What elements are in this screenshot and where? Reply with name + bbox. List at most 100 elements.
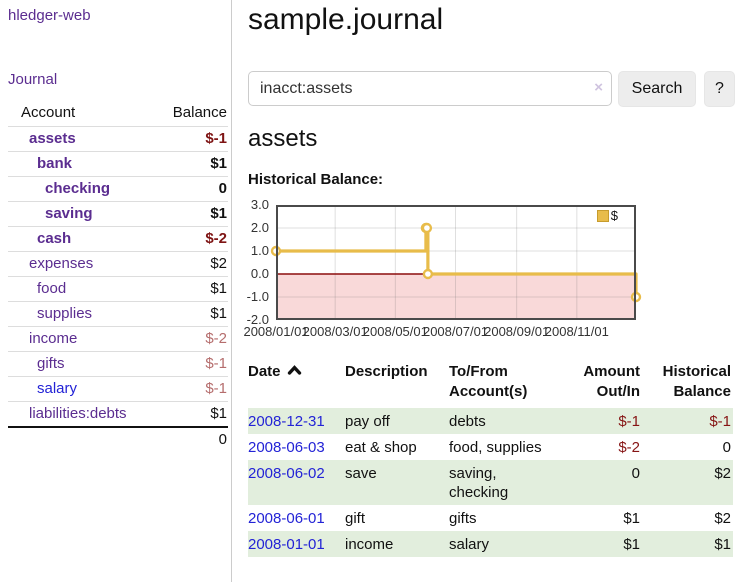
- register-header-amount[interactable]: Amount Out/In: [583, 363, 640, 400]
- transaction-balance: $1: [714, 536, 731, 553]
- transaction-row: 2008-06-03 eat & shop food, supplies $-2 0: [248, 434, 733, 460]
- y-axis-tick-label: 0.0: [250, 266, 269, 281]
- transaction-accounts: saving, checking: [449, 465, 509, 501]
- legend-label: $: [610, 208, 618, 223]
- account-row: expenses $2: [8, 251, 228, 277]
- chart-legend: $: [595, 208, 619, 223]
- transaction-amount: $-2: [618, 439, 640, 456]
- x-axis-tick-label: 2008/05/01: [362, 324, 428, 339]
- account-row: cash $-2: [8, 226, 228, 252]
- transaction-balance: $2: [714, 510, 731, 527]
- accounts-table: Account Balance assets $-1 bank $1 checking 0…: [8, 102, 228, 452]
- page-title: sample.journal: [248, 3, 444, 36]
- account-balance: 0: [158, 176, 228, 202]
- help-button[interactable]: ?: [704, 71, 735, 107]
- account-row: liabilities:debts $1: [8, 401, 228, 427]
- register-table: Date Description To/From Account(s) Amou…: [248, 360, 733, 557]
- transaction-description: eat & shop: [345, 439, 417, 456]
- journal-link[interactable]: Journal: [8, 71, 58, 88]
- transaction-amount: $1: [623, 536, 640, 553]
- account-balance: $1: [158, 401, 228, 427]
- y-axis-tick-label: 2.0: [250, 220, 269, 235]
- transaction-date-link[interactable]: 2008-06-01: [248, 510, 325, 527]
- transaction-accounts: gifts: [449, 510, 477, 527]
- sort-ascending-icon: [287, 365, 301, 375]
- clear-search-icon[interactable]: ×: [594, 79, 603, 96]
- account-link-supplies[interactable]: supplies: [37, 305, 93, 322]
- transaction-row: 2008-06-01 gift gifts $1 $2: [248, 505, 733, 531]
- transaction-accounts: debts: [449, 413, 486, 430]
- transaction-amount: $1: [623, 510, 640, 527]
- account-link-bank[interactable]: bank: [37, 155, 73, 172]
- account-link-expenses[interactable]: expenses: [29, 255, 94, 272]
- transaction-date-link[interactable]: 2008-12-31: [248, 413, 325, 430]
- y-axis-tick-label: -2.0: [246, 312, 269, 327]
- account-link-checking[interactable]: checking: [45, 180, 111, 197]
- account-balance: $1: [158, 276, 228, 302]
- account-balance: $-1: [158, 376, 228, 402]
- transaction-row: 2008-06-02 save saving, checking 0 $2: [248, 460, 733, 505]
- search-row: × Search ?: [248, 71, 742, 108]
- transaction-balance: $-1: [709, 413, 731, 430]
- register-header-accounts[interactable]: To/From Account(s): [449, 363, 528, 400]
- accounts-header-balance: Balance: [172, 104, 227, 121]
- account-balance: $-2: [158, 226, 228, 252]
- account-balance: $1: [158, 151, 228, 177]
- transaction-date-link[interactable]: 2008-01-01: [248, 536, 325, 553]
- y-axis-tick-label: 3.0: [250, 197, 269, 212]
- account-row: bank $1: [8, 151, 228, 177]
- chart-title: Historical Balance:: [248, 171, 384, 188]
- account-balance: $-1: [158, 126, 228, 152]
- transaction-balance: 0: [722, 439, 731, 456]
- account-balance: $1: [158, 201, 228, 227]
- transaction-amount: $-1: [618, 413, 640, 430]
- account-row: assets $-1: [8, 126, 228, 152]
- transaction-date-link[interactable]: 2008-06-02: [248, 465, 325, 482]
- x-axis-tick-label: 2008/09/01: [484, 324, 550, 339]
- account-balance: $2: [158, 251, 228, 277]
- account-balance: $-2: [158, 326, 228, 352]
- account-row: salary $-1: [8, 376, 228, 402]
- account-row: food $1: [8, 276, 228, 302]
- app-title-link[interactable]: hledger-web: [8, 7, 91, 24]
- register-header-description[interactable]: Description: [345, 363, 428, 380]
- legend-swatch-icon: [596, 209, 609, 222]
- accounts-total-row: 0: [8, 426, 228, 452]
- account-balance: $-1: [158, 351, 228, 377]
- register-header-balance[interactable]: Historical Balance: [662, 363, 731, 400]
- account-heading: assets: [248, 125, 318, 152]
- sidebar: hledger-web Journal Account Balance asse…: [0, 0, 232, 582]
- transaction-accounts: food, supplies: [449, 439, 542, 456]
- balance-chart: 3.0 2.0 1.0 0.0 -1.0 -2.0 2008/01/01 2008/03/0…: [243, 197, 642, 339]
- transaction-description: gift: [345, 510, 366, 527]
- x-axis-tick-label: 2008/01/01: [243, 324, 309, 339]
- account-link-liabilities-debts[interactable]: liabilities:debts: [29, 405, 127, 422]
- account-link-gifts[interactable]: gifts: [37, 355, 65, 372]
- x-axis-tick-label: 2008/07/01: [422, 324, 489, 339]
- transaction-balance: $2: [714, 465, 731, 482]
- search-input[interactable]: [248, 71, 612, 106]
- transaction-date-link[interactable]: 2008-06-03: [248, 439, 325, 456]
- accounts-total-value: 0: [158, 426, 228, 452]
- y-axis-tick-label: 1.0: [250, 243, 269, 258]
- transaction-row: 2008-12-31 pay off debts $-1 $-1: [248, 408, 733, 434]
- account-row: income $-2: [8, 326, 228, 352]
- account-link-assets[interactable]: assets: [29, 130, 76, 147]
- account-link-cash[interactable]: cash: [37, 230, 72, 247]
- main-content: sample.journal × Search ? assets Histori…: [243, 0, 742, 582]
- transaction-accounts: salary: [449, 536, 490, 553]
- account-link-food[interactable]: food: [37, 280, 67, 297]
- account-link-saving[interactable]: saving: [45, 205, 93, 222]
- transaction-description: pay off: [345, 413, 390, 430]
- account-link-salary[interactable]: salary: [37, 380, 78, 397]
- transaction-description: save: [345, 465, 377, 482]
- account-row: saving $1: [8, 201, 228, 227]
- search-box: ×: [248, 71, 612, 106]
- transaction-row: 2008-01-01 income salary $1 $1: [248, 531, 733, 557]
- x-axis-tick-label: 2008/11/01: [544, 324, 609, 339]
- register-header-date[interactable]: Date: [248, 360, 345, 408]
- account-link-income[interactable]: income: [29, 330, 78, 347]
- account-row: checking 0: [8, 176, 228, 202]
- search-button[interactable]: Search: [618, 71, 696, 107]
- accounts-header-account: Account: [21, 104, 76, 121]
